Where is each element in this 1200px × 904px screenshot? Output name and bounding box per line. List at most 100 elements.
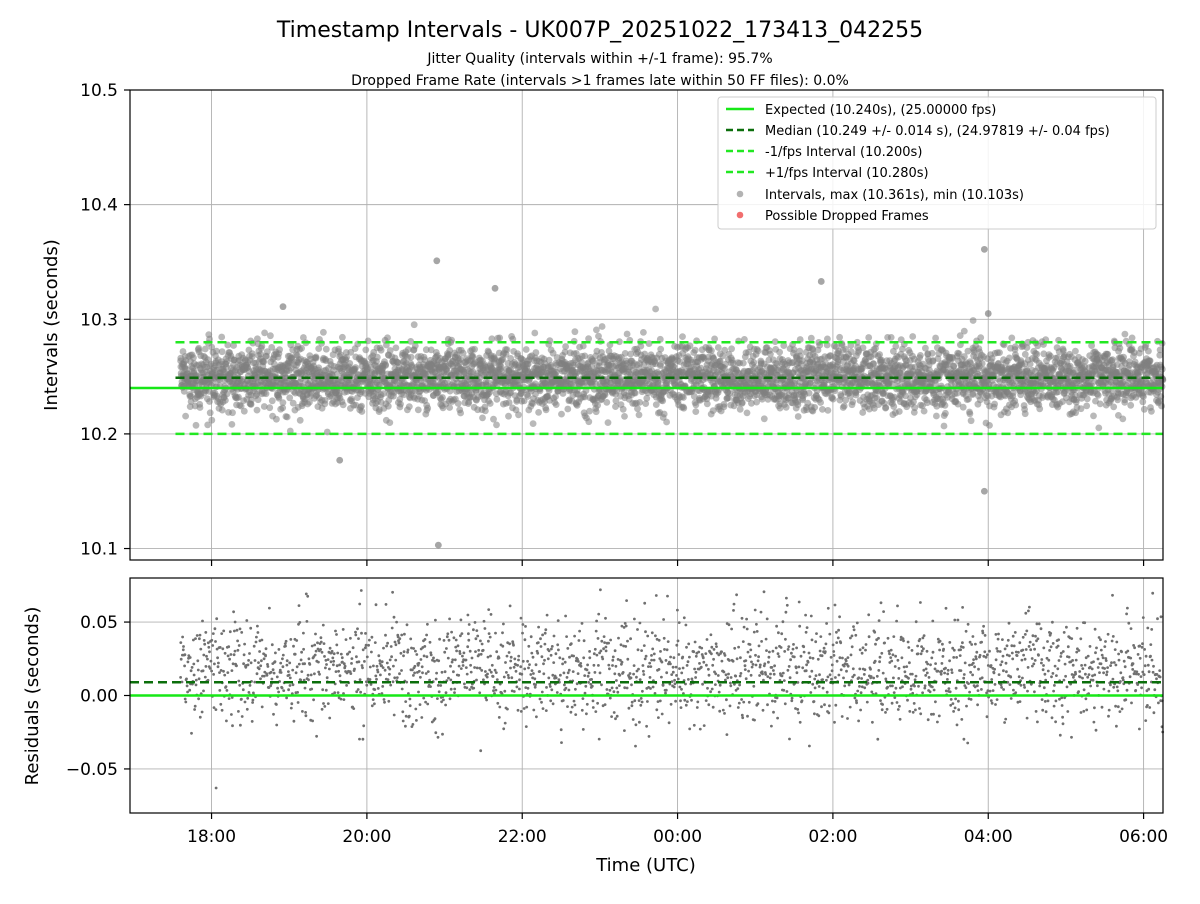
interval-outlier-point (280, 303, 287, 310)
residual-point (251, 701, 254, 704)
interval-point (1033, 351, 1040, 358)
interval-point (284, 414, 291, 421)
residual-point (211, 644, 214, 647)
residual-point (189, 656, 192, 659)
residual-point (285, 640, 288, 643)
residual-point (311, 720, 314, 723)
interval-point (494, 396, 501, 403)
residual-point (276, 687, 279, 690)
residual-point (197, 697, 200, 700)
residual-point (359, 691, 362, 694)
interval-point (455, 400, 462, 407)
interval-point (593, 327, 600, 334)
residual-point (270, 671, 273, 674)
residual-point (364, 632, 367, 635)
interval-point (599, 323, 606, 330)
legend-label-intervals: Intervals, max (10.361s), min (10.103s) (765, 188, 1024, 203)
residual-point (268, 607, 271, 610)
interval-point (218, 334, 225, 341)
residual-point (231, 724, 234, 727)
residual-point (255, 641, 258, 644)
residual-point (322, 624, 325, 627)
residual-point (313, 644, 316, 647)
interval-point (1109, 356, 1116, 363)
interval-point (269, 397, 276, 404)
interval-point (1090, 413, 1097, 420)
residual-point (335, 644, 338, 647)
residual-point (203, 639, 206, 642)
residual-point (364, 646, 367, 649)
interval-point (728, 345, 735, 352)
interval-point (457, 410, 464, 417)
residual-point (377, 687, 380, 690)
residual-point (308, 657, 311, 660)
residual-point (369, 678, 372, 681)
residual-point (349, 672, 352, 675)
interval-point (493, 422, 500, 429)
residual-point (328, 668, 331, 671)
residual-point (322, 702, 325, 705)
interval-point (564, 406, 571, 413)
legend-swatch-intervals (737, 191, 744, 198)
interval-point (479, 415, 486, 422)
residual-point (250, 661, 253, 664)
interval-point (865, 334, 872, 341)
interval-point (267, 332, 274, 339)
residual-point (230, 713, 233, 716)
interval-point (530, 420, 537, 427)
interval-outlier-point (818, 278, 825, 285)
interval-point (692, 347, 699, 354)
residual-point (239, 724, 242, 727)
interval-point (1148, 408, 1155, 415)
residual-point (201, 620, 204, 623)
residual-point (323, 655, 326, 658)
legend-entry-intervals: Intervals, max (10.361s), min (10.103s) (737, 188, 1024, 203)
interval-point (977, 334, 984, 341)
interval-outlier-point (985, 310, 992, 317)
interval-point (515, 411, 522, 418)
residual-point (202, 669, 205, 672)
residual-point (184, 698, 187, 701)
residual-point (206, 658, 209, 661)
residual-point (325, 689, 328, 692)
interval-point (359, 408, 366, 415)
interval-point (979, 360, 986, 367)
residual-point (225, 720, 228, 723)
residual-point (320, 641, 323, 644)
interval-point (386, 419, 393, 426)
interval-point (1147, 357, 1154, 364)
interval-point (446, 404, 453, 411)
residual-point (179, 641, 182, 644)
residual-point (381, 685, 384, 688)
residual-point (357, 637, 360, 640)
residual-point (365, 684, 368, 687)
residual-point (233, 653, 236, 656)
residual-point (181, 636, 184, 639)
residual-point (232, 662, 235, 665)
residual-point (370, 651, 373, 654)
interval-point (558, 411, 565, 418)
interval-point (755, 347, 762, 354)
residual-point (184, 653, 187, 656)
residual-point (194, 705, 197, 708)
interval-point (1141, 406, 1148, 413)
interval-point (523, 346, 530, 353)
residual-point (227, 655, 230, 658)
residual-point (289, 684, 292, 687)
residual-point (287, 670, 290, 673)
interval-point (830, 396, 837, 403)
residual-point (317, 661, 320, 664)
interval-point (1095, 425, 1102, 432)
residual-point (222, 630, 225, 633)
interval-point (986, 422, 993, 429)
interval-point (1036, 405, 1043, 412)
interval-point (817, 399, 824, 406)
residual-point (263, 657, 266, 660)
residual-point (247, 659, 250, 662)
residual-point (187, 661, 190, 664)
residual-point (290, 707, 293, 710)
interval-point (680, 405, 687, 412)
interval-point (412, 343, 419, 350)
interval-point (704, 401, 711, 408)
interval-point (249, 350, 256, 357)
